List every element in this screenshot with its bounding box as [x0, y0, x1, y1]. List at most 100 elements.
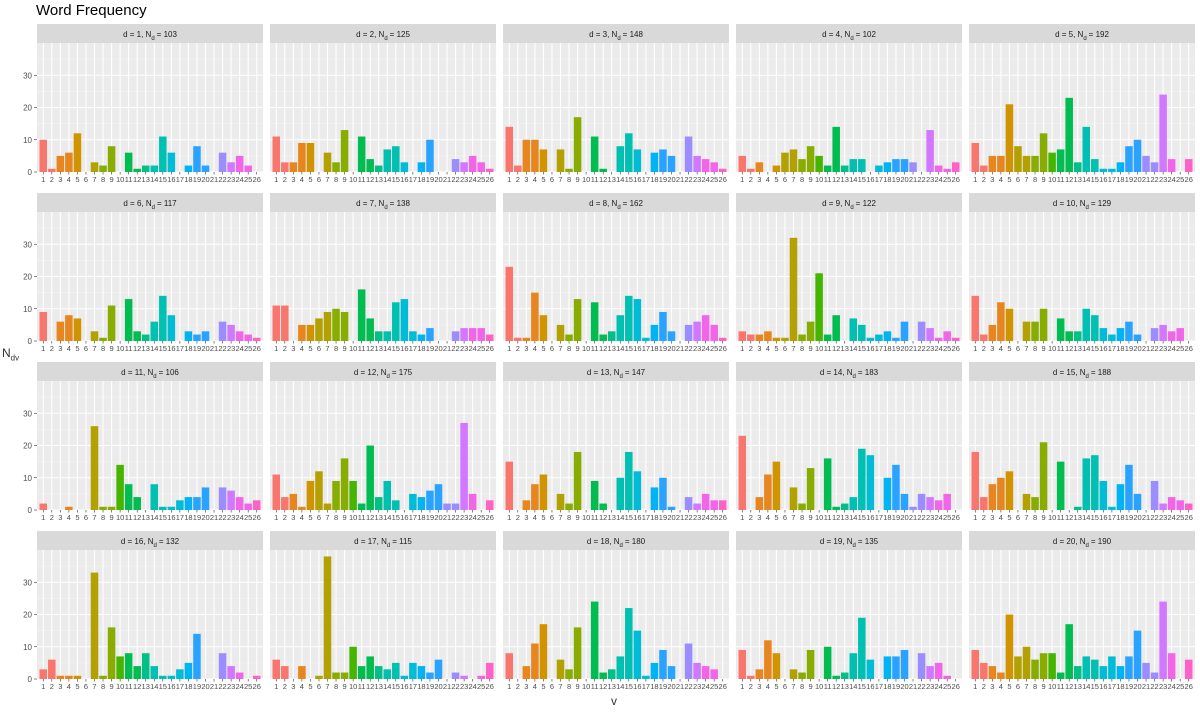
- x-tick-label: 25: [710, 682, 718, 691]
- x-tick-label: 16: [866, 682, 874, 691]
- x-tick-label: 19: [426, 682, 434, 691]
- bar-v2: [747, 168, 755, 172]
- bar-v1: [971, 142, 980, 172]
- bar-v9: [1039, 653, 1048, 679]
- bar-v4: [531, 139, 539, 172]
- bar-v15: [159, 136, 167, 172]
- bar-v14: [383, 669, 392, 679]
- x-tick-label: 6: [1016, 344, 1020, 353]
- x-tick-label: 4: [67, 513, 71, 522]
- x-tick-label: 20: [434, 344, 442, 353]
- bar-v22: [218, 487, 227, 510]
- x-tick-label: 11: [1057, 682, 1065, 691]
- bar-v11: [823, 646, 832, 679]
- bar-v19: [426, 672, 434, 679]
- bar-v26: [252, 500, 261, 510]
- x-tick-label: 1: [973, 513, 977, 522]
- x-tick-label: 26: [253, 682, 261, 691]
- x-tick-label: 6: [317, 682, 321, 691]
- bar-v17: [409, 331, 417, 341]
- x-tick-label: 20: [900, 682, 908, 691]
- bar-v7: [323, 152, 332, 172]
- x-tick-label: 3: [58, 513, 62, 522]
- x-tick-label: 19: [1125, 175, 1133, 184]
- x-tick-label: 26: [952, 175, 960, 184]
- x-tick-label: 26: [253, 175, 261, 184]
- x-tick-label: 12: [832, 175, 840, 184]
- x-tick-label: 12: [1065, 682, 1073, 691]
- x-tick-label: 5: [774, 344, 778, 353]
- x-tick-label: 11: [824, 513, 832, 522]
- bar-v20: [201, 331, 210, 341]
- x-tick-label: 14: [1082, 344, 1090, 353]
- x-tick-label: 8: [101, 344, 105, 353]
- bar-v2: [980, 334, 988, 341]
- bar-v10: [116, 464, 124, 510]
- x-tick-label: 8: [1033, 344, 1037, 353]
- x-tick-label: 25: [244, 344, 252, 353]
- bar-v7: [789, 237, 798, 341]
- x-tick-label: 16: [167, 344, 175, 353]
- bar-v16: [400, 675, 409, 679]
- bar-v3: [522, 139, 531, 172]
- x-tick-label: 12: [133, 175, 141, 184]
- x-tick-label: 14: [1082, 513, 1090, 522]
- bar-v24: [934, 337, 943, 341]
- bar-v9: [340, 311, 349, 341]
- x-tick-label: 9: [109, 682, 113, 691]
- bar-v23: [926, 328, 934, 341]
- x-tick-label: 9: [1041, 513, 1045, 522]
- bar-v11: [823, 165, 832, 172]
- x-tick-label: 9: [1041, 344, 1045, 353]
- x-tick-label: 24: [701, 682, 709, 691]
- bar-v15: [159, 506, 167, 510]
- x-tick-label: 26: [719, 513, 727, 522]
- bar-v13: [141, 165, 150, 172]
- x-tick-label: 7: [325, 513, 329, 522]
- x-tick-label: 11: [358, 175, 366, 184]
- bar-v20: [1133, 139, 1142, 172]
- bar-v13: [1073, 506, 1082, 510]
- x-tick-label: 2: [982, 682, 986, 691]
- bar-v9: [806, 649, 815, 679]
- x-tick-label: 12: [366, 513, 374, 522]
- x-tick-label: 16: [167, 175, 175, 184]
- x-tick-label: 19: [1125, 682, 1133, 691]
- x-tick-label: 7: [791, 682, 795, 691]
- bar-v1: [39, 139, 48, 172]
- y-tick-label: 0: [28, 337, 33, 346]
- x-tick-label: 25: [244, 513, 252, 522]
- facet-strip: [270, 24, 496, 43]
- x-tick-label: 7: [558, 344, 562, 353]
- x-tick-label: 7: [92, 682, 96, 691]
- x-tick-label: 10: [349, 175, 357, 184]
- bar-v7: [323, 503, 332, 510]
- x-tick-label: 21: [676, 682, 684, 691]
- x-tick-label: 15: [625, 175, 633, 184]
- x-tick-label: 15: [159, 682, 167, 691]
- x-tick-label: 2: [50, 682, 54, 691]
- bar-v22: [451, 503, 460, 510]
- bar-v12: [366, 445, 374, 510]
- bar-v18: [650, 152, 659, 172]
- x-tick-label: 14: [383, 682, 391, 691]
- bar-v15: [858, 448, 866, 510]
- x-tick-label: 2: [283, 175, 287, 184]
- bar-v9: [573, 299, 582, 341]
- x-tick-label: 20: [1133, 682, 1141, 691]
- x-tick-label: 10: [815, 513, 823, 522]
- x-tick-label: 23: [460, 344, 468, 353]
- x-tick-label: 14: [383, 175, 391, 184]
- x-tick-label: 4: [766, 513, 770, 522]
- facet-strip: [736, 531, 962, 550]
- x-tick-label: 5: [1007, 344, 1011, 353]
- bar-v19: [892, 464, 900, 510]
- x-tick-label: 24: [1167, 682, 1175, 691]
- x-tick-label: 6: [84, 344, 88, 353]
- bar-v14: [1082, 656, 1091, 679]
- bar-v12: [832, 506, 840, 510]
- bar-v17: [642, 675, 650, 679]
- x-tick-label: 20: [900, 344, 908, 353]
